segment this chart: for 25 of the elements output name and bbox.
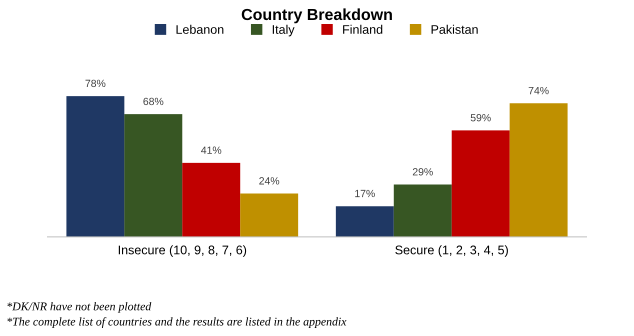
data-label: 41% [201,146,222,154]
bar [394,184,452,237]
legend-label: Finland [343,24,382,34]
legend-label: Lebanon [176,24,224,34]
x-tick-label: Secure (1, 2, 3, 4, 5) [395,245,508,257]
data-label: 74% [528,86,549,94]
data-label: 17% [355,190,375,198]
chart-title: Country Breakdown [242,8,392,24]
data-label: 68% [143,98,164,106]
bar [510,103,568,237]
data-label: 29% [412,168,433,176]
text: *DK/NR have not been plotted [7,302,152,313]
bar [452,130,510,237]
data-label: 59% [470,114,491,122]
x-tick-label: Insecure (10, 9, 8, 7, 6) [118,245,246,257]
bar [240,194,298,237]
data-label: 24% [259,177,280,185]
bar [182,162,240,237]
legend-label: Pakistan [432,24,478,34]
data-label: 78% [85,80,106,88]
legend-label: Italy [272,24,295,36]
bar [66,96,124,237]
bar [124,114,182,237]
bar [336,206,394,237]
text: *The complete list of countries and the results are listed in the appendix [7,317,346,328]
